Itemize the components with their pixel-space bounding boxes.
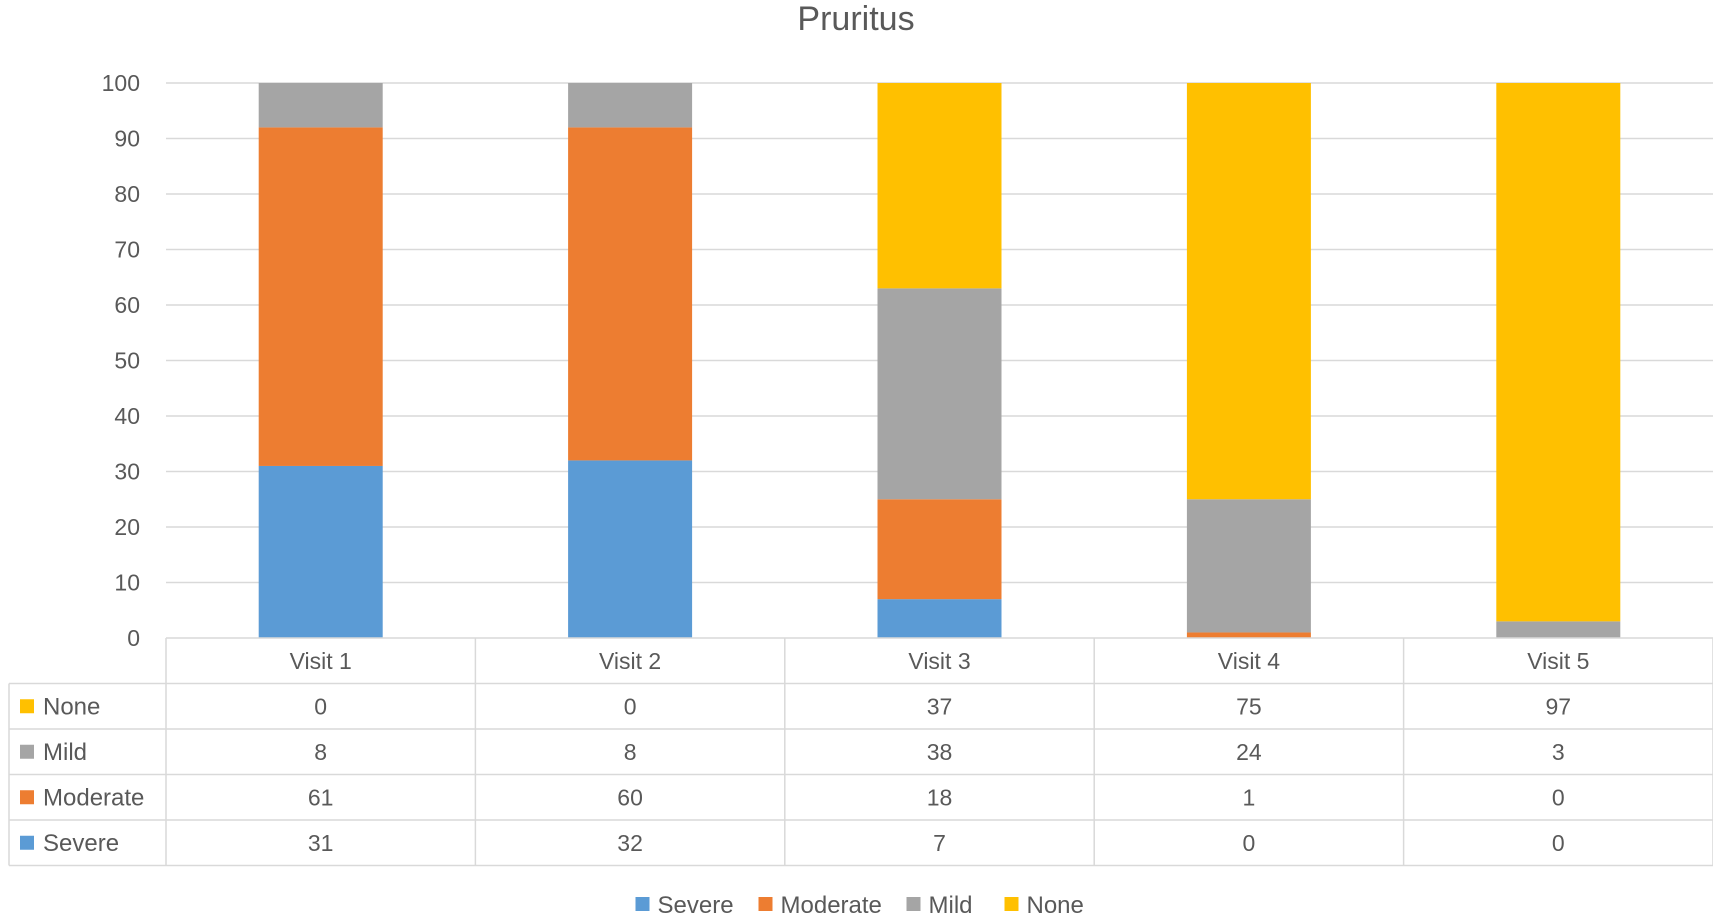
data-label: 75 [1236, 693, 1262, 719]
data-label: 8 [624, 739, 637, 765]
x-tick-label: Visit 5 [1527, 648, 1589, 674]
bar-segment-none [1496, 83, 1621, 622]
data-label: 0 [1552, 784, 1565, 810]
data-label: 3 [1552, 739, 1565, 765]
y-axis-ticks: 0 10 20 30 40 50 60 70 80 90 100 [102, 70, 140, 651]
data-label: 32 [617, 830, 643, 856]
bar-segment-severe [258, 465, 383, 638]
y-tick-label: 30 [114, 459, 140, 485]
chart-title: Pruritus [797, 0, 914, 38]
data-label: 0 [1552, 830, 1565, 856]
y-tick-label: 10 [114, 570, 140, 596]
x-tick-label: Visit 2 [599, 648, 661, 674]
data-label: 0 [624, 693, 637, 719]
legend: Severe Moderate Mild None [635, 892, 1084, 919]
bar-segment-none [1186, 83, 1311, 500]
legend-label: Severe [658, 892, 734, 919]
bar-segment-moderate [568, 127, 693, 461]
y-tick-label: 40 [114, 403, 140, 429]
y-tick-label: 70 [114, 237, 140, 263]
table-row-label: Mild [43, 739, 87, 766]
data-label: 97 [1546, 693, 1572, 719]
data-label: 24 [1236, 739, 1262, 765]
data-label: 7 [933, 830, 946, 856]
x-tick-label: Visit 3 [908, 648, 970, 674]
data-label: 1 [1243, 784, 1256, 810]
bar-segment-mild [258, 83, 383, 128]
table-legend-key [20, 699, 34, 714]
x-tick-label: Visit 1 [290, 648, 352, 674]
bar-segment-mild [568, 83, 693, 128]
data-label: 18 [927, 784, 953, 810]
legend-swatch [758, 897, 773, 911]
y-tick-label: 50 [114, 348, 140, 374]
y-tick-label: 90 [114, 126, 140, 152]
y-tick-label: 60 [114, 292, 140, 318]
legend-swatch [1004, 897, 1019, 911]
table-legend-key [20, 744, 34, 759]
data-label: 0 [1243, 830, 1256, 856]
legend-swatch [906, 897, 921, 911]
data-label: 37 [927, 693, 953, 719]
table-row-label: Moderate [43, 784, 144, 811]
bar-segment-severe [568, 460, 693, 638]
bar-segment-moderate [1186, 632, 1311, 638]
data-label: 60 [617, 784, 643, 810]
table-legend-key [20, 790, 34, 805]
y-tick-label: 0 [127, 625, 140, 651]
data-label: 0 [314, 693, 327, 719]
data-table: Visit 1 Visit 2 Visit 3 Visit 4 Visit 5 None 0… [8, 637, 1713, 867]
bar-segment-mild [1496, 621, 1621, 638]
y-tick-label: 20 [114, 514, 140, 540]
data-label: 38 [927, 739, 953, 765]
bars [258, 83, 1621, 638]
y-tick-label: 80 [114, 181, 140, 207]
bar-segment-moderate [877, 499, 1002, 600]
bar-segment-mild [877, 288, 1002, 500]
data-label: 8 [314, 739, 327, 765]
legend-label: None [1027, 892, 1084, 919]
table-row-label: Severe [43, 830, 119, 857]
bar-segment-moderate [258, 127, 383, 466]
x-tick-label: Visit 4 [1218, 648, 1280, 674]
bar-segment-none [877, 83, 1002, 289]
table-row-label: None [43, 693, 100, 720]
bar-segment-severe [877, 599, 1002, 638]
bar-segment-mild [1186, 499, 1311, 633]
legend-swatch [635, 897, 650, 911]
data-label: 31 [308, 830, 334, 856]
legend-label: Mild [929, 892, 973, 919]
legend-label: Moderate [781, 892, 882, 919]
table-legend-key [20, 835, 34, 850]
y-tick-label: 100 [102, 70, 140, 96]
data-label: 61 [308, 784, 334, 810]
